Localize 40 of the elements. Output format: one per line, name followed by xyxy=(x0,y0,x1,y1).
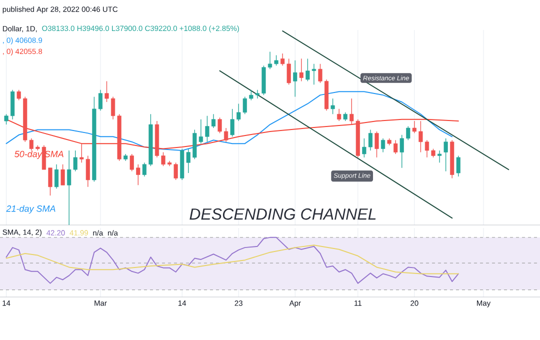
candlestick xyxy=(174,162,178,180)
candlestick xyxy=(54,164,59,189)
candlestick xyxy=(400,134,404,168)
candlestick xyxy=(4,114,8,125)
candlestick xyxy=(161,152,166,166)
candlestick xyxy=(211,114,216,128)
candlestick xyxy=(362,138,366,158)
text: 21-day SMA xyxy=(6,205,56,214)
candlestick xyxy=(224,128,228,142)
candlestick xyxy=(98,90,102,112)
candlestick xyxy=(218,117,222,134)
candlestick xyxy=(456,155,460,177)
candlestick xyxy=(110,96,116,120)
candlestick xyxy=(444,138,448,172)
annotation: DESCENDING CHANNEL xyxy=(190,208,376,220)
candlestick xyxy=(337,108,342,122)
candlestick xyxy=(130,154,134,172)
candlestick xyxy=(16,90,21,101)
candlestick xyxy=(412,120,416,134)
candlestick xyxy=(136,164,140,186)
candlestick xyxy=(374,131,379,158)
candlestick xyxy=(274,54,278,66)
candlestick xyxy=(424,140,430,158)
candlestick xyxy=(318,64,322,84)
candlestick xyxy=(60,164,65,186)
candlestick xyxy=(406,126,410,140)
candlestick xyxy=(230,108,234,137)
candlestick xyxy=(205,116,210,142)
candlestick xyxy=(438,150,442,163)
candlestick xyxy=(293,60,298,98)
candlestick xyxy=(380,138,386,153)
candlestick xyxy=(368,129,372,151)
candlestick xyxy=(394,140,398,154)
candlestick xyxy=(268,51,272,70)
candlestick xyxy=(48,167,52,196)
candlestick xyxy=(330,98,335,114)
candlestick xyxy=(104,80,109,102)
candlestick xyxy=(299,58,304,82)
candlestick xyxy=(418,120,423,153)
candlestick xyxy=(142,162,146,177)
